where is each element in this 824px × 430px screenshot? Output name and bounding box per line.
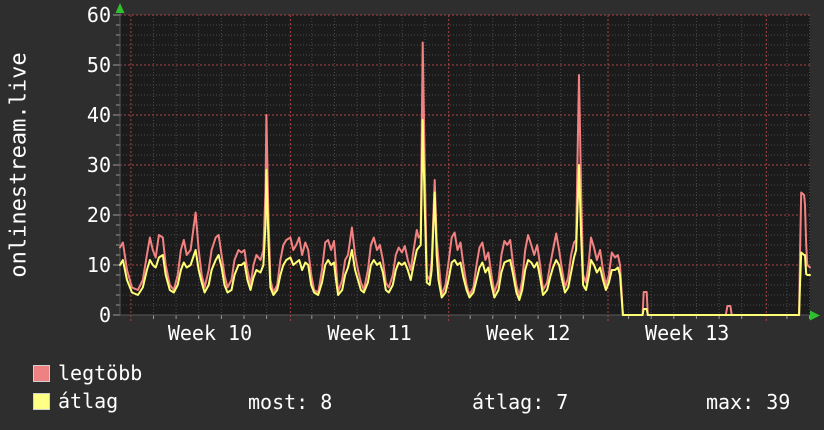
y-axis-label: 30 (87, 153, 111, 177)
stat-max: max: 39 (706, 390, 791, 414)
x-axis-week-label: Week 13 (645, 321, 729, 345)
y-axis-label: 60 (87, 3, 111, 27)
legend-label-atlag: átlag (58, 389, 119, 413)
legend-item: átlag (33, 391, 118, 411)
y-axis-label: 40 (87, 103, 111, 127)
y-axis-label: 20 (87, 203, 111, 227)
x-axis-week-label: Week 12 (486, 321, 570, 345)
stat-most: most: 8 (248, 390, 333, 414)
y-axis-label: 0 (99, 303, 111, 327)
y-axis-label: 50 (87, 53, 111, 77)
legend-swatch-atlag (33, 392, 50, 410)
y-axis-arrow-icon (115, 3, 125, 13)
x-axis-week-label: Week 10 (168, 321, 252, 345)
legend-swatch-legtobb (33, 364, 50, 382)
stat-atlag: átlag: 7 (472, 390, 569, 414)
y-axis-label: 10 (87, 253, 111, 277)
series-line-legtobb (119, 41, 811, 316)
legend-item: legtöbb (33, 363, 142, 383)
legend-label-legtobb: legtöbb (58, 361, 143, 385)
chart-svg: 0 10 20 30 40 50 60 Week 10 Week 11 Week 12 Week 1… (87, 3, 820, 345)
chart-vertical-title: onlinestream.live (6, 52, 32, 278)
x-axis-arrow-icon (810, 310, 820, 321)
series-line-atlag (119, 119, 811, 316)
x-axis-week-label: Week 11 (327, 321, 411, 345)
